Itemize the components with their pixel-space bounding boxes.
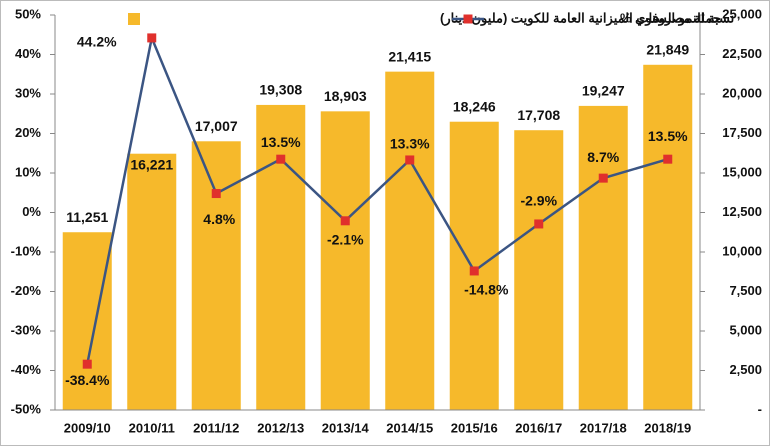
y2-tick-label: 10,000: [722, 243, 762, 258]
y-tick-label: -30%: [11, 322, 42, 337]
line-value-label: 13.5%: [648, 128, 688, 144]
bar: [514, 130, 564, 410]
line-value-label: 44.2%: [77, 34, 117, 50]
x-tick-label: 2012/13: [257, 420, 304, 435]
legend-swatch: [128, 13, 140, 25]
marker: [211, 189, 221, 199]
marker: [147, 33, 157, 43]
x-tick-label: 2013/14: [322, 420, 370, 435]
bar: [385, 71, 435, 410]
y2-tick-label: 25,000: [722, 6, 762, 21]
y2-tick-label: 2,500: [729, 362, 762, 377]
y2-tick-label: 12,500: [722, 204, 762, 219]
bar: [320, 111, 370, 410]
bar: [62, 232, 112, 410]
bar-value-label: 21,415: [388, 48, 431, 64]
legend-label: جملة مصروفات الميزانية العامة للكويت (مل…: [440, 10, 721, 26]
bar-value-label: 11,251: [66, 209, 108, 225]
x-tick-label: 2011/12: [193, 420, 239, 435]
y-tick-label: 0%: [22, 204, 41, 219]
y2-tick-label: 5,000: [729, 322, 762, 337]
marker: [340, 216, 350, 226]
y-tick-label: -20%: [11, 283, 42, 298]
y2-tick-label: 20,000: [722, 85, 762, 100]
x-tick-label: 2017/18: [580, 420, 627, 435]
y2-tick-label: 7,500: [729, 283, 762, 298]
y2-tick-label: 22,500: [722, 46, 762, 61]
bar-value-label: 16,221: [130, 156, 173, 172]
marker: [469, 266, 479, 276]
bar: [191, 141, 241, 410]
legend-marker: [463, 14, 473, 24]
y-tick-label: 10%: [15, 164, 41, 179]
bar: [449, 121, 499, 411]
x-tick-label: 2016/17: [515, 420, 562, 435]
bar-value-label: 19,308: [259, 82, 302, 98]
line: [86, 33, 669, 365]
bar-value-label: 21,849: [646, 41, 689, 57]
x-tick-label: 2014/15: [386, 420, 433, 435]
bar-value-label: 19,247: [582, 83, 625, 99]
bar-value-label: 18,903: [324, 88, 367, 104]
marker: [82, 359, 92, 369]
bar: [256, 104, 306, 411]
bar-value-label: 17,708: [517, 107, 560, 123]
marker: [534, 219, 544, 229]
y-tick-label: 40%: [15, 46, 41, 61]
y-tick-label: -40%: [11, 362, 42, 377]
marker: [598, 173, 608, 183]
legend-label: نسبة النمو السنوي %: [620, 10, 734, 26]
x-tick-label: 2010/11: [129, 420, 175, 435]
marker: [276, 154, 286, 164]
y2-tick-label: 15,000: [722, 164, 762, 179]
line-value-label: -38.4%: [65, 372, 110, 388]
line-value-label: 8.7%: [587, 149, 619, 165]
line-value-label: -14.8%: [464, 282, 509, 298]
line-value-label: 13.5%: [261, 134, 301, 150]
line-value-label: -2.9%: [520, 193, 557, 209]
bar-value-label: 18,246: [453, 98, 496, 114]
bar-value-label: 17,007: [195, 118, 238, 134]
bar: [127, 153, 177, 411]
line-value-label: 13.3%: [390, 136, 430, 152]
y2-tick-label: 17,500: [722, 125, 762, 140]
y2-tick-label: -: [758, 401, 762, 416]
bar: [643, 64, 693, 410]
bar: [578, 105, 628, 410]
x-tick-label: 2009/10: [64, 420, 111, 435]
y-tick-label: -50%: [11, 401, 42, 416]
y-tick-label: 30%: [15, 85, 41, 100]
y-tick-label: 20%: [15, 125, 41, 140]
line-value-label: 4.8%: [203, 211, 235, 227]
marker: [663, 154, 673, 164]
y-tick-label: 50%: [15, 6, 41, 21]
line-value-label: -2.1%: [327, 231, 364, 247]
x-tick-label: 2015/16: [451, 420, 498, 435]
marker: [405, 155, 415, 165]
x-tick-label: 2018/19: [644, 420, 691, 435]
y-tick-label: -10%: [11, 243, 42, 258]
